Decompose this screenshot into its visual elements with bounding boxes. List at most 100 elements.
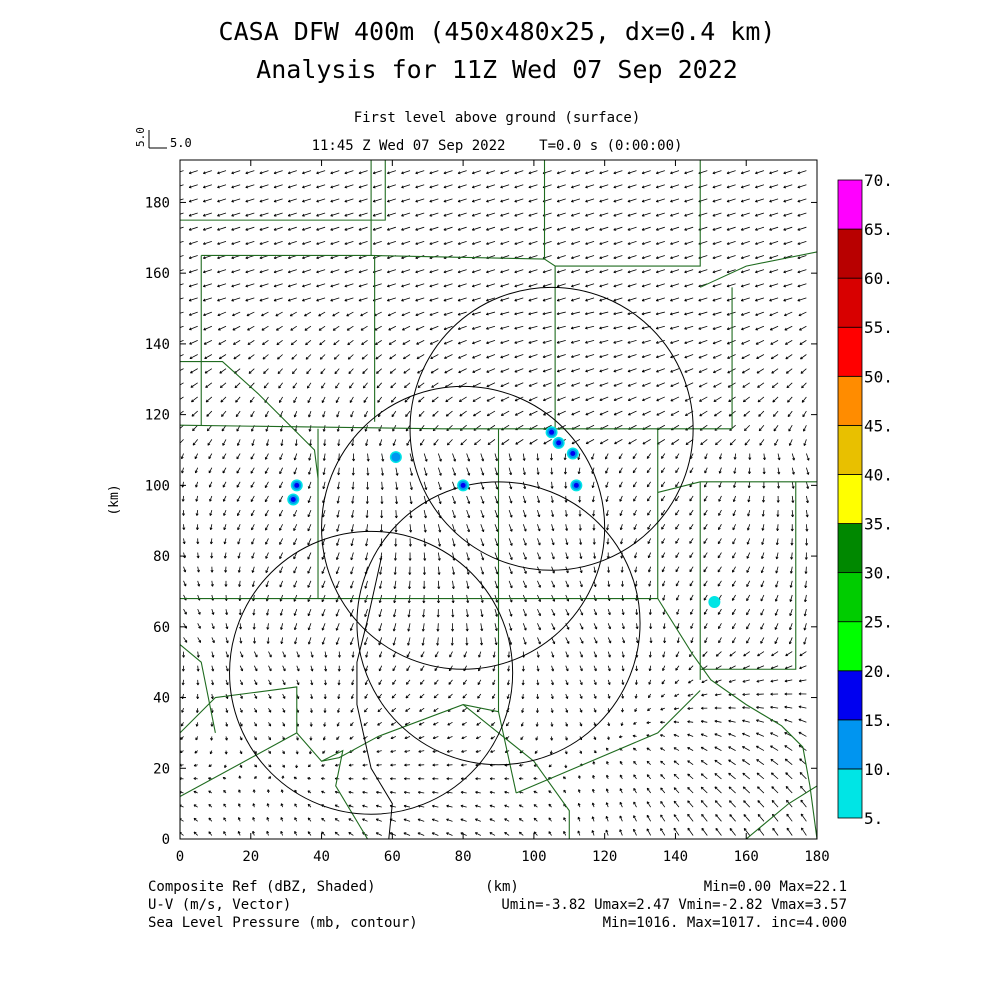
wind-arrow: [698, 368, 708, 373]
wind-arrow: [701, 693, 708, 697]
wind-arrow: [685, 424, 694, 431]
wind-arrow: [508, 524, 513, 532]
wind-arrow: [528, 170, 538, 175]
wind-arrow: [245, 184, 255, 189]
wind-arrow: [423, 467, 428, 476]
wind-arrow: [599, 410, 609, 416]
wind-arrow: [197, 637, 202, 643]
wind-arrow: [265, 410, 269, 418]
wind-arrow: [480, 524, 485, 533]
wind-arrow: [446, 818, 453, 822]
wind-arrow: [628, 410, 637, 416]
wind-arrow: [196, 552, 200, 559]
wind-arrow: [378, 651, 383, 658]
wind-arrow: [585, 240, 595, 245]
wind-arrow: [514, 269, 524, 274]
wind-arrow: [542, 269, 552, 274]
wind-arrow: [599, 170, 609, 175]
wind-arrow: [788, 425, 793, 432]
wind-arrow: [223, 803, 227, 808]
wind-arrow: [348, 790, 354, 794]
wind-arrow: [605, 510, 609, 517]
wind-arrow: [268, 679, 272, 686]
wind-arrow: [309, 750, 312, 755]
wind-arrow: [784, 665, 793, 670]
wind-arrow: [264, 467, 269, 474]
wind-arrow: [712, 269, 722, 274]
wind-arrow: [310, 679, 314, 686]
wind-arrow: [670, 240, 680, 245]
wind-arrow: [500, 382, 510, 388]
wind-arrow: [508, 467, 513, 476]
wind-arrow: [537, 538, 541, 546]
wind-arrow: [556, 226, 566, 231]
wind-arrow: [292, 382, 298, 389]
wind-arrow: [772, 396, 779, 403]
wind-arrow: [715, 814, 722, 822]
wind-arrow: [378, 637, 383, 646]
wind-arrow: [429, 240, 439, 245]
wind-arrow: [786, 382, 793, 389]
wind-arrow: [294, 439, 298, 446]
wind-arrow: [565, 708, 569, 713]
wind-arrow: [365, 495, 369, 504]
wind-arrow: [374, 325, 382, 331]
wind-arrow: [619, 788, 623, 794]
wind-arrow: [486, 226, 496, 231]
wind-arrow: [791, 467, 795, 475]
wind-arrow: [232, 325, 241, 331]
wind-arrow: [592, 524, 596, 531]
wind-arrow: [742, 719, 750, 723]
wind-arrow: [452, 453, 457, 462]
wind-arrow: [268, 693, 272, 699]
wind-arrow: [280, 830, 284, 836]
wind-arrow: [180, 297, 184, 300]
wind-arrow: [494, 467, 499, 476]
wind-arrow: [222, 453, 227, 460]
wind-arrow: [238, 789, 242, 794]
wind-arrow: [494, 495, 499, 504]
wind-arrow: [418, 749, 425, 753]
wind-arrow: [460, 439, 467, 446]
wind-arrow: [336, 410, 340, 418]
wind-arrow: [801, 396, 807, 403]
wind-arrow: [466, 566, 470, 575]
wind-arrow: [336, 538, 340, 546]
wind-arrow: [466, 495, 471, 504]
wind-arrow: [351, 651, 355, 658]
wind-arrow: [390, 382, 397, 389]
wind-arrow: [273, 198, 283, 203]
wind-arrow: [551, 524, 555, 532]
wind-arrow: [613, 269, 623, 274]
wind-arrow: [613, 255, 623, 260]
wind-arrow: [486, 170, 496, 175]
wind-arrow: [349, 736, 354, 740]
wind-arrow: [518, 831, 524, 836]
wind-arrow: [279, 467, 283, 475]
wind-arrow: [570, 325, 580, 330]
wind-arrow: [204, 368, 213, 374]
wind-arrow: [208, 764, 213, 767]
wind-arrow: [264, 495, 269, 503]
wind-arrow: [500, 339, 510, 344]
wind-arrow: [756, 665, 765, 670]
wind-arrow: [783, 212, 793, 217]
wind-arrow: [306, 382, 312, 389]
wind-arrow: [505, 722, 510, 727]
wind-arrow: [770, 705, 779, 709]
wind-arrow: [769, 325, 779, 331]
wind-arrow: [800, 354, 807, 360]
wind-arrow: [522, 467, 526, 475]
wind-arrow: [416, 354, 425, 360]
wind-arrow: [514, 410, 524, 416]
wind-arrow: [222, 776, 227, 780]
y-tick-label: 60: [153, 620, 170, 636]
wind-arrow: [646, 787, 651, 794]
wind-arrow: [376, 790, 382, 794]
wind-arrow: [309, 736, 313, 741]
wind-arrow: [571, 212, 581, 217]
footer-pressure-label: Sea Level Pressure (mb, contour): [148, 915, 418, 931]
wind-arrow: [250, 453, 255, 460]
wind-arrow: [480, 609, 484, 618]
wind-arrow: [689, 594, 694, 601]
